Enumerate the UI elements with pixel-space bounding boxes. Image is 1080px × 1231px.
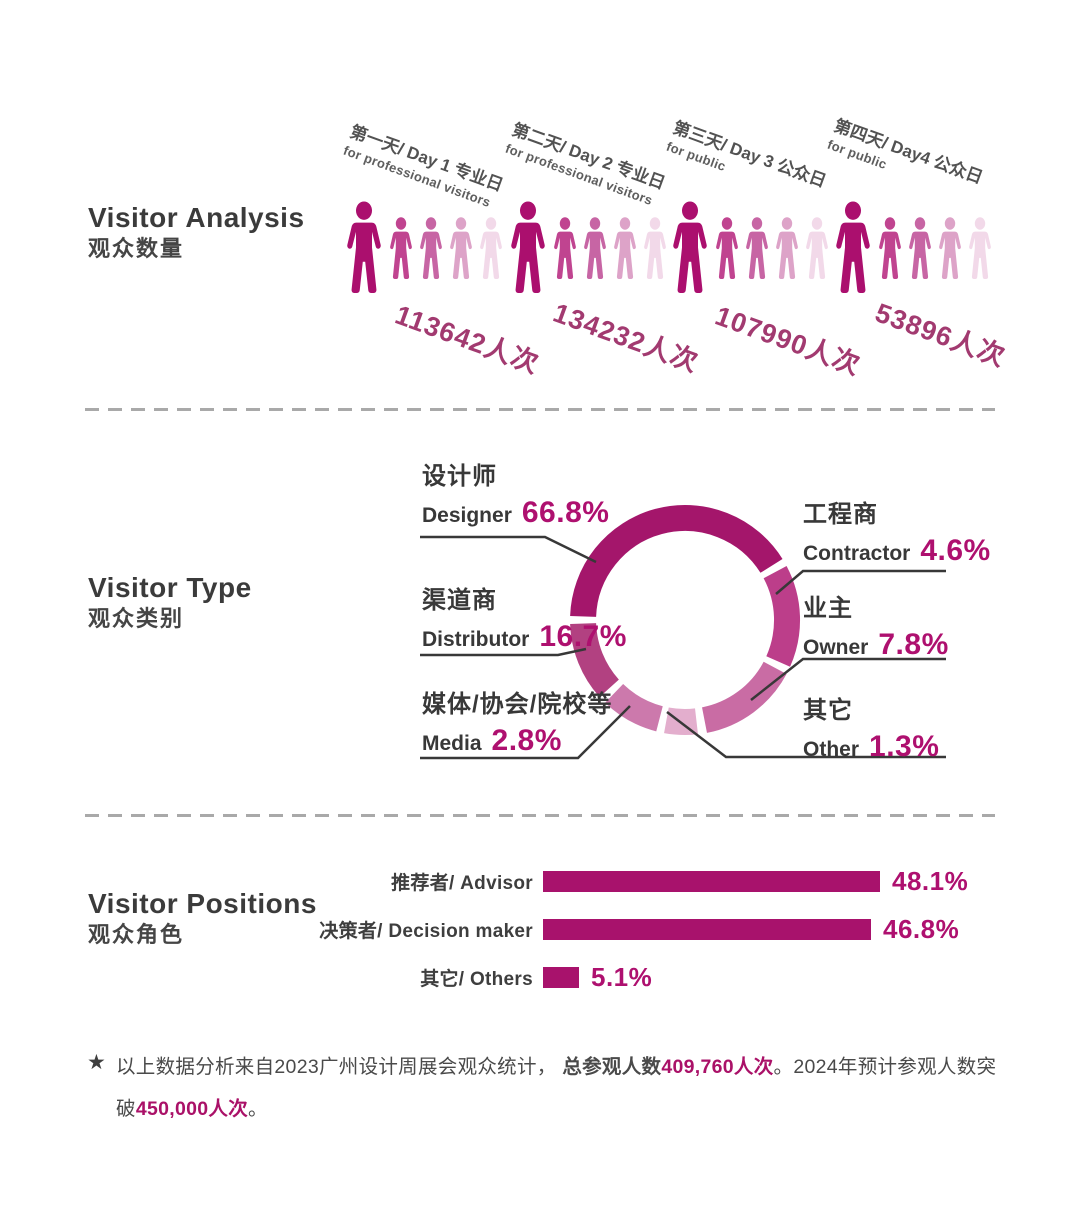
day-count: 107990人次 bbox=[711, 300, 865, 381]
segment-label-other: 其它 Other 1.3% bbox=[803, 696, 939, 764]
section-title-zh: 观众角色 bbox=[88, 922, 185, 947]
bar-value: 5.1% bbox=[591, 961, 653, 992]
visitor-analysis-title: Visitor Analysis 观众数量 bbox=[88, 202, 305, 264]
person-icon bbox=[806, 217, 828, 279]
person-icon bbox=[909, 217, 931, 279]
bar-fill bbox=[543, 918, 871, 940]
person-icon bbox=[716, 217, 738, 279]
person-icon bbox=[879, 217, 901, 279]
segment-zh: 其它 bbox=[803, 697, 853, 724]
segment-label-designer: 设计师 Designer 66.8% bbox=[422, 462, 609, 530]
segment-label-distributor: 渠道商 Distributor 16.7% bbox=[422, 586, 627, 654]
person-icon bbox=[746, 217, 768, 279]
segment-en: Other bbox=[803, 738, 860, 761]
person-icon bbox=[776, 217, 798, 279]
visitor-icons-row bbox=[508, 198, 668, 293]
dashed-divider-2 bbox=[85, 814, 995, 817]
person-icon bbox=[969, 217, 991, 279]
segment-en: Contractor bbox=[803, 542, 911, 565]
person-icon bbox=[480, 217, 502, 279]
person-icon bbox=[554, 217, 576, 279]
donut-segment-other bbox=[664, 707, 698, 735]
segment-zh: 工程商 bbox=[803, 501, 878, 528]
footnote-text: 以上数据分析来自2023广州设计周展会观众统计， 总参观人数409,760人次。… bbox=[116, 1046, 1016, 1130]
day-count: 53896人次 bbox=[871, 297, 1010, 373]
person-icon bbox=[939, 217, 961, 279]
person-icon bbox=[347, 201, 381, 293]
bar-value: 46.8% bbox=[883, 913, 960, 944]
segment-en: Owner bbox=[803, 636, 869, 659]
segment-value: 16.7% bbox=[539, 620, 627, 653]
segment-label-media: 媒体/协会/院校等 Media 2.8% bbox=[422, 690, 612, 758]
day-header: 第三天/ Day 3 公众日 for public bbox=[663, 118, 828, 211]
person-icon bbox=[511, 201, 545, 293]
segment-value: 4.6% bbox=[920, 534, 991, 567]
segment-zh: 渠道商 bbox=[422, 587, 497, 614]
person-icon bbox=[390, 217, 412, 279]
donut-segment-owner bbox=[701, 661, 787, 733]
bar-label: 推荐者/ Advisor bbox=[391, 872, 533, 894]
person-icon bbox=[836, 201, 870, 293]
person-icon bbox=[644, 217, 666, 279]
bar-row: 决策者/ Decision maker 46.8% bbox=[283, 913, 960, 944]
visitor-icons-row bbox=[670, 198, 830, 293]
visitor-icons-row bbox=[833, 198, 993, 293]
segment-en: Distributor bbox=[422, 628, 530, 651]
footnote-segment: 总参观人数 bbox=[562, 1056, 662, 1078]
day-count: 113642人次 bbox=[391, 299, 544, 380]
person-icon bbox=[420, 217, 442, 279]
leader-line-contractor bbox=[775, 569, 946, 595]
bar-fill bbox=[543, 870, 880, 892]
visitor-positions-title: Visitor Positions 观众角色 bbox=[88, 888, 317, 950]
footnote-highlight: 409,760人次 bbox=[661, 1056, 774, 1078]
footnote-segment: 以上数据分析来自2023广州设计周展会观众统计， bbox=[116, 1056, 563, 1078]
visitor-type-title: Visitor Type 观众类别 bbox=[88, 572, 252, 634]
section-title-zh: 观众数量 bbox=[88, 236, 185, 261]
footnote-highlight: 450,000人次 bbox=[135, 1098, 248, 1120]
segment-value: 2.8% bbox=[491, 724, 562, 757]
bar-label: 其它/ Others bbox=[420, 968, 533, 990]
footnote-segment: 。 bbox=[248, 1098, 268, 1120]
person-icon bbox=[673, 201, 707, 293]
segment-value: 66.8% bbox=[521, 496, 610, 529]
donut-segment-contractor bbox=[763, 566, 800, 667]
segment-zh: 媒体/协会/院校等 bbox=[422, 691, 613, 718]
segment-value: 7.8% bbox=[878, 628, 949, 661]
segment-value: 1.3% bbox=[869, 730, 940, 763]
person-icon bbox=[614, 217, 636, 279]
donut-segment-media bbox=[605, 683, 664, 732]
bar-row: 推荐者/ Advisor 48.1% bbox=[283, 865, 969, 896]
person-icon bbox=[584, 217, 606, 279]
bar-row: 其它/ Others 5.1% bbox=[283, 961, 653, 992]
segment-label-contractor: 工程商 Contractor 4.6% bbox=[803, 500, 991, 568]
leader-line-designer bbox=[420, 535, 597, 564]
dashed-divider-1 bbox=[85, 408, 995, 411]
day-header: 第四天/ Day4 公众日 for public bbox=[824, 116, 985, 207]
segment-zh: 设计师 bbox=[422, 463, 497, 490]
section-title-en: Visitor Positions bbox=[88, 888, 317, 919]
section-title-en: Visitor Type bbox=[88, 572, 252, 603]
segment-label-owner: 业主 Owner 7.8% bbox=[803, 594, 949, 662]
segment-zh: 业主 bbox=[803, 595, 853, 622]
bar-value: 48.1% bbox=[892, 865, 969, 896]
visitor-icons-row bbox=[344, 198, 504, 293]
leader-line-owner bbox=[750, 657, 946, 701]
section-title-en: Visitor Analysis bbox=[88, 202, 305, 233]
star-icon: ★ bbox=[87, 1051, 106, 1074]
bar-fill bbox=[543, 966, 579, 988]
person-icon bbox=[450, 217, 472, 279]
footnote-segment: 。2024年预计参观人数突破 bbox=[116, 1056, 997, 1120]
section-title-zh: 观众类别 bbox=[88, 606, 185, 631]
day-count: 134232人次 bbox=[549, 297, 703, 378]
segment-en: Media bbox=[422, 732, 482, 755]
segment-en: Designer bbox=[422, 504, 512, 527]
bar-label: 决策者/ Decision maker bbox=[319, 920, 533, 942]
